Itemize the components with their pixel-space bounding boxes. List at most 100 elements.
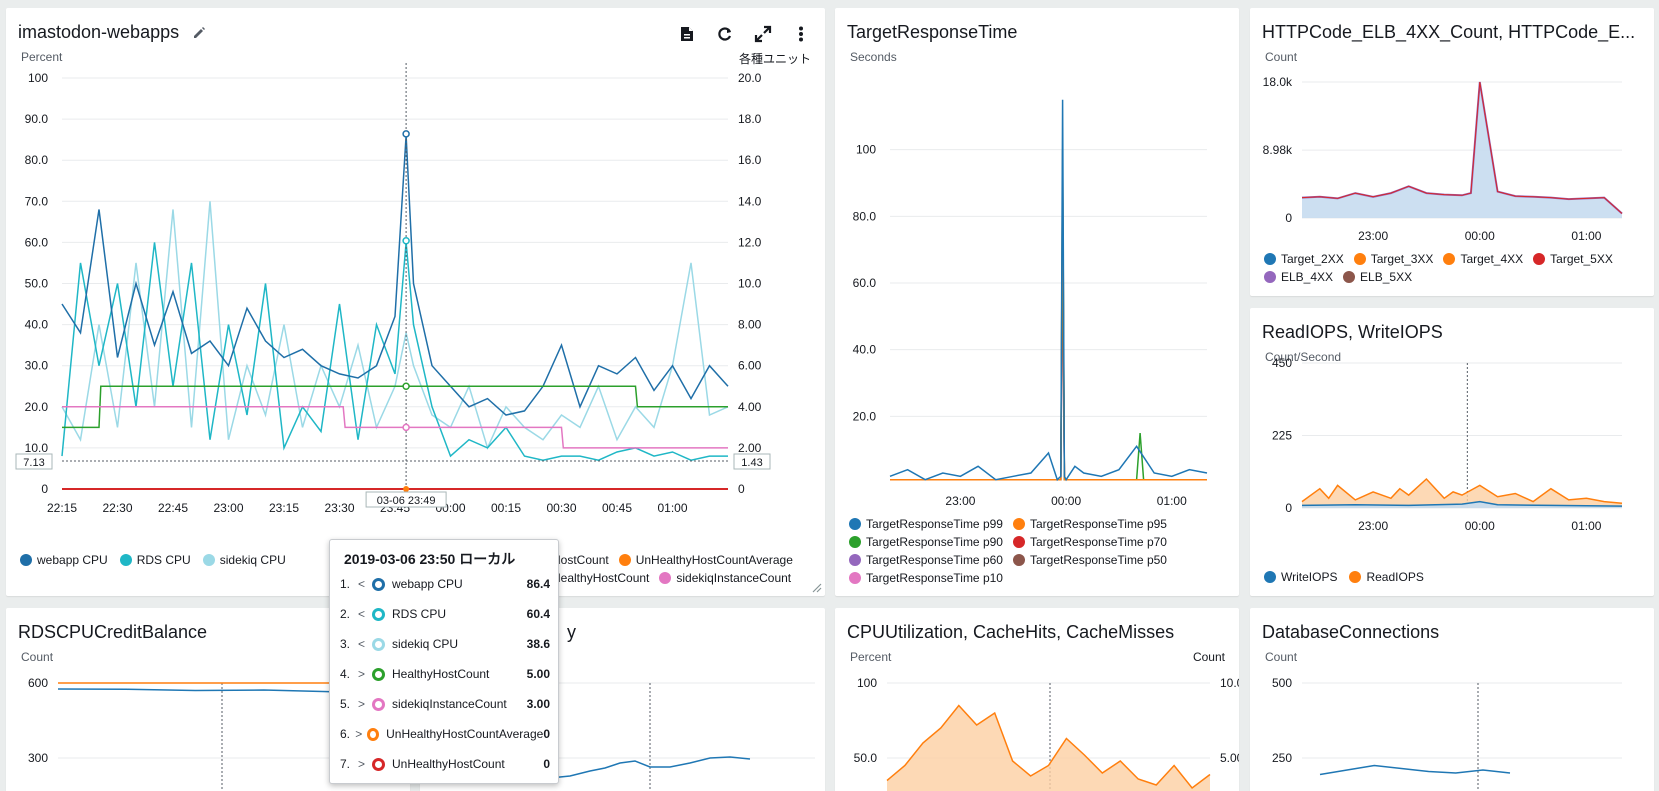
legend-item[interactable]: TargetResponseTime p90 [849, 535, 1005, 549]
legend-swatch [1533, 253, 1546, 265]
axis-unit: Count [21, 650, 54, 664]
tooltip-row-value: 3.00 [526, 697, 550, 711]
crosshair-value-box [733, 453, 771, 470]
x-tick-label: 23:00 [1358, 519, 1388, 533]
legend-item[interactable]: Target_2XX [1264, 252, 1344, 266]
y2-tick-label: 6.00 [738, 359, 762, 373]
legend-item[interactable]: TargetResponseTime p50 [1013, 553, 1167, 567]
legend-swatch [119, 554, 132, 566]
widget-title[interactable]: CPUUtilization, CacheHits, CacheMisses [847, 622, 1175, 642]
chevron-icon[interactable]: > [358, 667, 366, 681]
series-line [890, 199, 1207, 481]
legend-item[interactable]: HostCount [552, 553, 609, 567]
legend-item[interactable]: HealthyHostCount [552, 571, 650, 585]
legend-item[interactable]: TargetResponseTime p70 [1013, 535, 1167, 549]
y2-tick-label: 5.00k [1220, 751, 1239, 765]
pencil-icon[interactable] [192, 24, 206, 45]
chevron-icon[interactable]: < [358, 607, 366, 621]
resize-handle-icon[interactable] [811, 582, 822, 593]
chevron-icon[interactable]: < [358, 577, 366, 591]
x-tick-label: 01:00 [657, 501, 687, 515]
chevron-icon[interactable]: < [358, 637, 366, 651]
series-line [890, 149, 1207, 481]
widget-title[interactable]: HTTPCode_ELB_4XX_Count, HTTPCode_E... [1262, 22, 1636, 42]
legend-item[interactable]: webapp CPU [20, 553, 108, 567]
chevron-icon[interactable]: > [358, 697, 366, 711]
legend-swatch [1353, 253, 1366, 265]
widget-title[interactable]: imastodon-webapps [18, 22, 206, 45]
x-tick-label: 00:00 [1465, 519, 1495, 533]
y-tick-label: 18.0k [1263, 75, 1293, 89]
series-line [890, 232, 1207, 481]
y-tick-label: 300 [28, 751, 48, 765]
legend-item[interactable]: TargetResponseTime p95 [1013, 517, 1167, 531]
legend-item[interactable]: Target_3XX [1353, 252, 1433, 266]
legend-swatch [1264, 571, 1276, 583]
legend-item[interactable]: Target_5XX [1533, 252, 1613, 266]
y2-tick-label: 0 [738, 482, 745, 496]
widget-title[interactable]: TargetResponseTime [847, 22, 1018, 42]
x-tick-label: 01:00 [1571, 519, 1601, 533]
y-tick-label: 30.0 [25, 359, 49, 373]
legend-swatch [20, 554, 32, 566]
document-icon[interactable] [677, 24, 697, 44]
refresh-icon[interactable] [715, 24, 735, 44]
legend-item[interactable]: ELB_5XX [1343, 270, 1412, 284]
crosshair-point [402, 382, 410, 390]
legend-item[interactable]: UnHealthyHostCountAverage [618, 553, 793, 567]
widget-title[interactable]: DatabaseConnections [1262, 622, 1440, 642]
chart-database-connections[interactable]: 500 250 [1250, 608, 1654, 791]
expand-icon[interactable] [753, 24, 773, 44]
legend-target-response-time: TargetResponseTime p99 TargetResponseTim… [849, 517, 1237, 585]
legend-item[interactable]: TargetResponseTime p99 [849, 517, 1005, 531]
axis-unit-left: Percent [21, 50, 63, 64]
legend-item[interactable]: WriteIOPS [1264, 570, 1337, 584]
chart-target-response-time[interactable]: 20.0 40.0 60.0 80.0 100 23:00 00:00 01:00 [835, 8, 1239, 596]
y-tick-label: 225 [1272, 429, 1292, 443]
legend-swatch [849, 536, 861, 548]
chevron-icon[interactable]: > [358, 757, 366, 771]
legend-webapps: webapp CPU RDS CPU sidekiq CPU [20, 553, 820, 567]
legend-swatch [1343, 271, 1356, 283]
legend-item[interactable]: ELB_4XX [1264, 270, 1333, 284]
y-tick-label: 100 [857, 676, 877, 690]
legend-item[interactable]: sidekiq CPU [202, 553, 286, 567]
y-tick-label: 40.0 [25, 318, 49, 332]
tooltip-row: 6. > UnHealthyHostCountAverage 0 [340, 723, 550, 745]
series-line [890, 249, 1207, 481]
x-tick-label: 00:00 [1465, 229, 1495, 243]
legend-item[interactable]: TargetResponseTime p60 [849, 553, 1005, 567]
crosshair-point [402, 130, 410, 138]
chart-httpcode[interactable]: 0 8.98k 18.0k 23:00 00:00 01:00 [1250, 8, 1654, 296]
widget-title[interactable]: y [567, 622, 576, 642]
widget-title[interactable]: RDSCPUCreditBalance [18, 622, 208, 642]
legend-item[interactable]: TargetResponseTime p10 [849, 571, 1003, 585]
y-tick-label: 10.0 [25, 441, 49, 455]
chart-iops[interactable]: 0 225 450 23:00 00:00 01:00 [1250, 308, 1654, 596]
legend-swatch [1349, 571, 1362, 583]
series-line [61, 135, 729, 416]
crosshair-time-box [365, 491, 447, 508]
legend-item[interactable]: Target_4XX [1443, 252, 1523, 266]
legend-item[interactable]: RDS CPU [119, 553, 191, 567]
tooltip-row-value: 60.4 [526, 607, 550, 621]
chart-cpu-cache[interactable]: 100 10.0k 50.0 5.00k [835, 608, 1239, 791]
series-area [1302, 479, 1622, 508]
y-tick-label: 0 [41, 482, 48, 496]
chevron-icon[interactable]: > [355, 727, 363, 741]
widget-title[interactable]: ReadIOPS, WriteIOPS [1262, 322, 1443, 342]
tooltip-row-index: 5. [340, 697, 351, 711]
widget-toolbar [677, 24, 811, 44]
legend-item[interactable]: ReadIOPS [1349, 570, 1424, 584]
y-tick-label: 90.0 [25, 112, 49, 126]
tooltip-row-index: 6. [340, 727, 351, 741]
series-ring-icon [372, 577, 385, 591]
chart-webapps[interactable]: 0 0 10.0 2.00 20.0 4.00 30.0 6.00 40.0 8.00 50.0 10… [6, 8, 825, 596]
series-line [61, 201, 729, 451]
tooltip-row-value: 0 [543, 727, 550, 741]
y-tick-label: 70.0 [25, 194, 49, 208]
y2-tick-label: 4.00 [738, 400, 762, 414]
legend-swatch [1443, 253, 1456, 265]
legend-item[interactable]: sidekiqInstanceCount [659, 571, 791, 585]
more-icon[interactable] [791, 24, 811, 44]
